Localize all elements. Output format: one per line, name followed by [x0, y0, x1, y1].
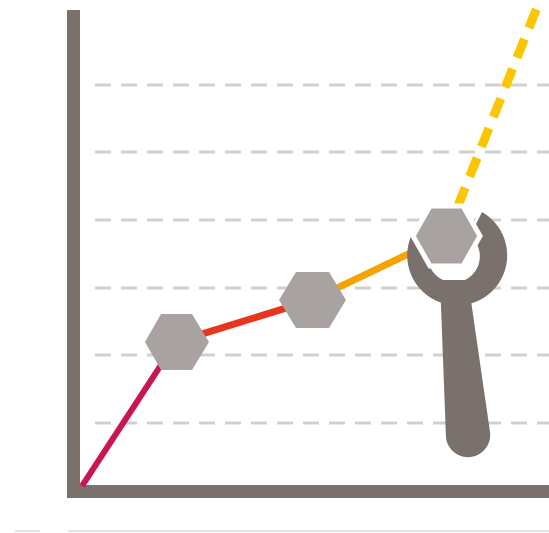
hex-node	[279, 272, 346, 328]
hex-node	[145, 314, 209, 370]
y-axis	[67, 10, 80, 498]
hex-node	[410, 203, 483, 269]
wrench-handle	[440, 280, 491, 458]
x-axis	[67, 485, 549, 498]
trend-projection	[441, 0, 545, 238]
